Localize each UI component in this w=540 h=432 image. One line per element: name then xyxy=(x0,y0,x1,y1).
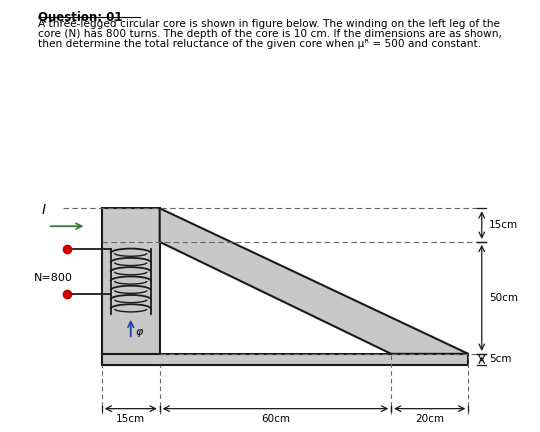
Text: Question: 01: Question: 01 xyxy=(38,11,122,24)
Text: N=800: N=800 xyxy=(35,273,73,283)
Polygon shape xyxy=(102,354,468,365)
Text: core (N) has 800 turns. The depth of the core is 10 cm. If the dimensions are as: core (N) has 800 turns. The depth of the… xyxy=(38,29,502,39)
Text: 15cm: 15cm xyxy=(116,414,145,424)
Text: φ: φ xyxy=(136,327,143,337)
Text: 20cm: 20cm xyxy=(415,414,444,424)
Text: 15cm: 15cm xyxy=(489,220,518,230)
Text: then determine the total reluctance of the given core when μᴿ = 500 and constant: then determine the total reluctance of t… xyxy=(38,39,481,49)
Text: 5cm: 5cm xyxy=(489,354,511,365)
Text: 50cm: 50cm xyxy=(489,293,518,303)
Polygon shape xyxy=(160,208,468,354)
Polygon shape xyxy=(102,208,160,365)
Text: 60cm: 60cm xyxy=(261,414,290,424)
Text: I: I xyxy=(42,203,46,217)
Text: A three-legged circular core is shown in figure below. The winding on the left l: A three-legged circular core is shown in… xyxy=(38,19,500,29)
